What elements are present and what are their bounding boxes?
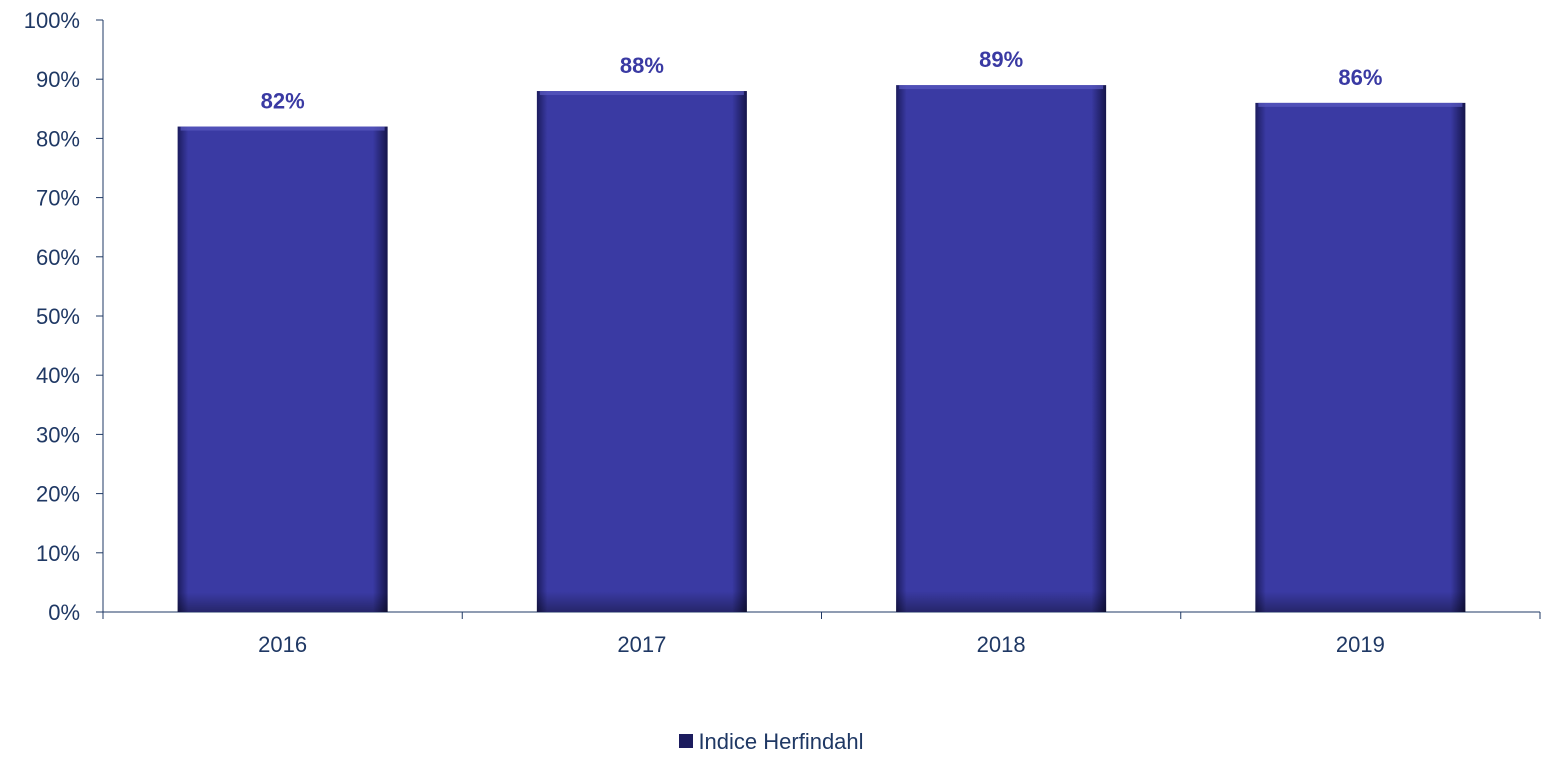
data-labels: 82% 88% 89% 86%	[261, 47, 1383, 113]
bar	[896, 85, 1107, 613]
legend: Indice Herfindahl	[0, 729, 1543, 755]
y-tick-label: 100%	[24, 8, 80, 33]
y-tick-label: 90%	[36, 67, 80, 92]
bar	[536, 91, 747, 613]
y-tick-label: 70%	[36, 186, 80, 211]
data-label: 86%	[1338, 65, 1382, 90]
x-axis: 2016 2017 2018 2019	[102, 611, 1541, 657]
y-tick-label: 80%	[36, 126, 80, 151]
x-tick-label: 2016	[258, 632, 307, 657]
x-tick-label: 2017	[617, 632, 666, 657]
bar-chart: 0%10%20%30%40%50%60%70%80%90%100% 2016 20…	[24, 8, 1541, 657]
y-tick-label: 0%	[48, 600, 80, 625]
y-tick-label: 10%	[36, 541, 80, 566]
y-axis: 0% 10% 20% 30% 40% 50% 60% 70% 80% 90% 100%	[24, 8, 104, 625]
legend-swatch	[679, 734, 694, 748]
x-tick-label: 2018	[977, 632, 1026, 657]
y-tick-label: 30%	[36, 422, 80, 447]
data-label: 88%	[620, 53, 664, 78]
bar	[177, 126, 388, 612]
bar	[1255, 102, 1466, 612]
data-label: 82%	[261, 89, 305, 114]
x-tick-label: 2019	[1336, 632, 1385, 657]
bars	[177, 85, 1466, 613]
y-tick-label: 50%	[36, 304, 80, 329]
y-tick-label: 60%	[36, 245, 80, 270]
data-label: 89%	[979, 47, 1023, 72]
y-tick-label: 40%	[36, 363, 80, 388]
legend-label: Indice Herfindahl	[698, 729, 864, 754]
y-tick-label: 20%	[36, 482, 80, 507]
